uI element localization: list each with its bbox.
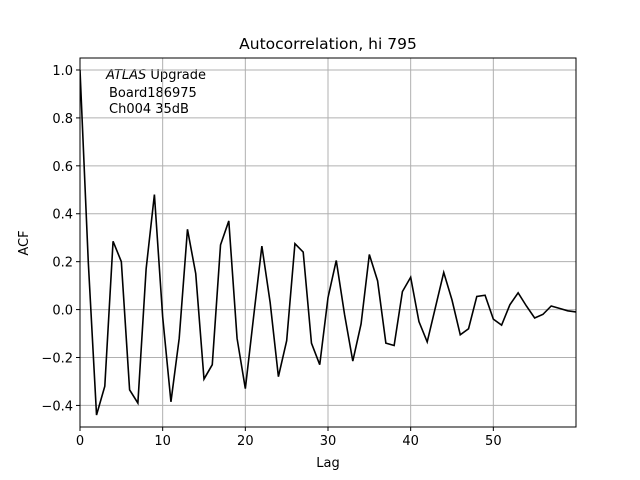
y-tick-label: −0.2	[41, 352, 73, 367]
y-axis-label: ACF	[17, 230, 32, 255]
series-line	[80, 69, 576, 416]
annotation-emphasis: ATLAS	[105, 68, 146, 83]
x-tick-label: 40	[402, 434, 419, 449]
x-tick-label: 20	[237, 434, 254, 449]
chart-title: Autocorrelation, hi 795	[239, 35, 417, 53]
x-tick-label: 0	[76, 434, 84, 449]
annotation-line: Ch004 35dB	[109, 102, 189, 117]
x-axis-label: Lag	[316, 456, 339, 471]
y-tick-label: 0.0	[52, 304, 73, 319]
y-tick-label: 0.8	[52, 112, 73, 127]
plot-frame	[79, 57, 577, 428]
x-tick-label: 30	[320, 434, 337, 449]
x-tick-label: 10	[154, 434, 171, 449]
y-tick-label: 0.6	[52, 160, 73, 175]
y-tick-label: 0.4	[52, 208, 73, 223]
y-tick-label: 0.2	[52, 256, 73, 271]
y-tick-label: 1.0	[52, 64, 73, 79]
annotation-line: Board186975	[109, 86, 197, 101]
y-tick-label: −0.4	[41, 399, 73, 414]
annotation-text: Upgrade	[150, 68, 206, 83]
annotation: ATLAS Upgrade	[105, 68, 206, 83]
x-tick-label: 50	[485, 434, 502, 449]
